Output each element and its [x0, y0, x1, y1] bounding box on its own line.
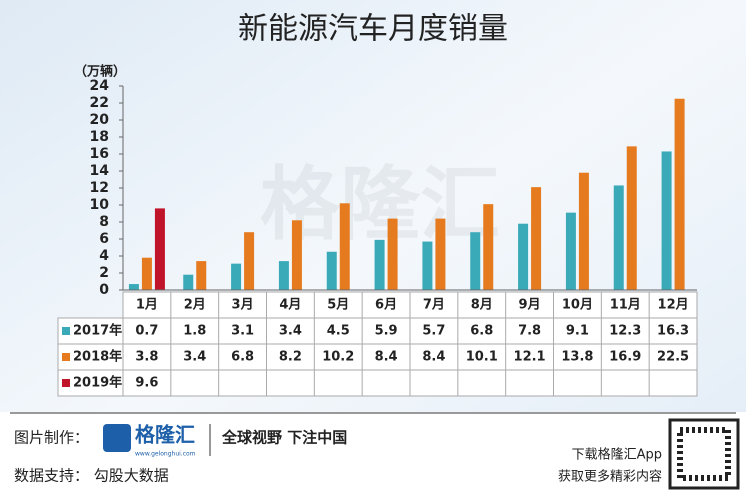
y-tick-label: 14: [90, 163, 110, 179]
legend-label: 2018年: [73, 349, 122, 365]
table-value: 8.4: [375, 350, 398, 365]
table-value: 7.8: [518, 324, 541, 339]
table-value: 1.8: [183, 324, 206, 339]
x-tick-label: 4月: [279, 298, 301, 313]
x-tick-label: 5月: [327, 298, 349, 313]
logo-url: www.gelonghui.com: [135, 451, 196, 458]
y-tick-label: 10: [90, 197, 110, 213]
legend-label: 2017年: [73, 323, 122, 339]
bar: [244, 232, 255, 290]
y-tick-label: 2: [99, 265, 109, 281]
table-value: 16.3: [657, 324, 689, 339]
y-tick-label: 12: [90, 180, 109, 196]
table-value: 10.1: [466, 350, 498, 365]
x-tick-label: 7月: [423, 298, 445, 313]
bar: [183, 274, 194, 290]
made-by: 图片制作：: [14, 429, 89, 447]
bar: [435, 218, 446, 290]
y-tick-label: 4: [99, 248, 109, 264]
table-value: 12.1: [514, 350, 546, 365]
x-tick-label: 11月: [610, 298, 641, 313]
table-value: 13.8: [561, 350, 593, 365]
table-value: 5.7: [422, 324, 445, 339]
bar: [578, 172, 589, 290]
x-tick-label: 12月: [658, 298, 689, 313]
y-tick-label: 0: [99, 282, 109, 298]
y-tick-label: 6: [99, 231, 109, 247]
bar: [339, 203, 350, 290]
legend-label: 2019年: [73, 375, 122, 391]
qr-pattern: [677, 427, 731, 481]
bar: [422, 241, 433, 290]
bar: [626, 146, 637, 290]
bar: [128, 284, 139, 290]
bar: [326, 251, 337, 290]
logo: 格隆汇: [135, 423, 195, 447]
y-tick-label: 16: [90, 146, 109, 162]
table-value: 3.8: [135, 350, 158, 365]
bar: [518, 223, 529, 290]
bar: [565, 212, 576, 290]
bar: [374, 239, 385, 290]
y-tick-label: 8: [99, 214, 109, 230]
table-value: 12.3: [609, 324, 641, 339]
table-value: 9.6: [135, 376, 158, 391]
data-source: 数据支持： 勾股大数据: [14, 467, 169, 485]
table-value: 4.5: [327, 324, 350, 339]
bar: [613, 185, 624, 290]
table-value: 8.4: [422, 350, 445, 365]
table-value: 22.5: [657, 350, 689, 365]
x-tick-label: 8月: [471, 298, 493, 313]
bar: [661, 151, 672, 290]
slogan: 全球视野 下注中国: [221, 429, 347, 447]
bar: [531, 187, 542, 290]
x-tick-label: 1月: [136, 298, 158, 313]
table-value: 9.1: [566, 324, 589, 339]
table-value: 6.8: [470, 324, 493, 339]
x-tick-label: 9月: [519, 298, 541, 313]
table-value: 3.1: [231, 324, 254, 339]
table-value: 8.2: [279, 350, 302, 365]
chart-title: 新能源汽车月度销量: [238, 12, 508, 47]
logo-icon: [103, 424, 131, 452]
app-line2: 获取更多精彩内容: [558, 469, 662, 485]
bar: [141, 257, 152, 290]
app-line1: 下载格隆汇App: [572, 447, 662, 463]
x-tick-label: 6月: [375, 298, 397, 313]
legend-swatch: [62, 327, 70, 335]
y-tick-label: 24: [90, 78, 110, 94]
y-tick-label: 22: [90, 95, 109, 111]
bar: [278, 261, 289, 290]
bar: [387, 218, 398, 290]
y-unit: （万辆）: [74, 64, 126, 80]
table-value: 10.2: [322, 350, 354, 365]
bar: [154, 208, 165, 290]
table-value: 6.8: [231, 350, 254, 365]
y-tick-label: 18: [90, 129, 109, 145]
table-value: 3.4: [279, 324, 302, 339]
x-tick-label: 2月: [184, 298, 206, 313]
x-tick-label: 3月: [232, 298, 254, 313]
bar: [674, 98, 685, 290]
legend-swatch: [62, 353, 70, 361]
table-value: 16.9: [609, 350, 641, 365]
bar: [231, 263, 242, 290]
bar: [483, 204, 494, 290]
y-tick-label: 20: [90, 112, 110, 128]
legend-swatch: [62, 379, 70, 387]
table-value: 5.9: [375, 324, 398, 339]
x-tick-label: 10月: [562, 298, 593, 313]
bar: [196, 261, 207, 290]
bar: [470, 232, 481, 290]
bar: [291, 220, 302, 290]
table-value: 3.4: [183, 350, 206, 365]
table-value: 0.7: [135, 324, 158, 339]
